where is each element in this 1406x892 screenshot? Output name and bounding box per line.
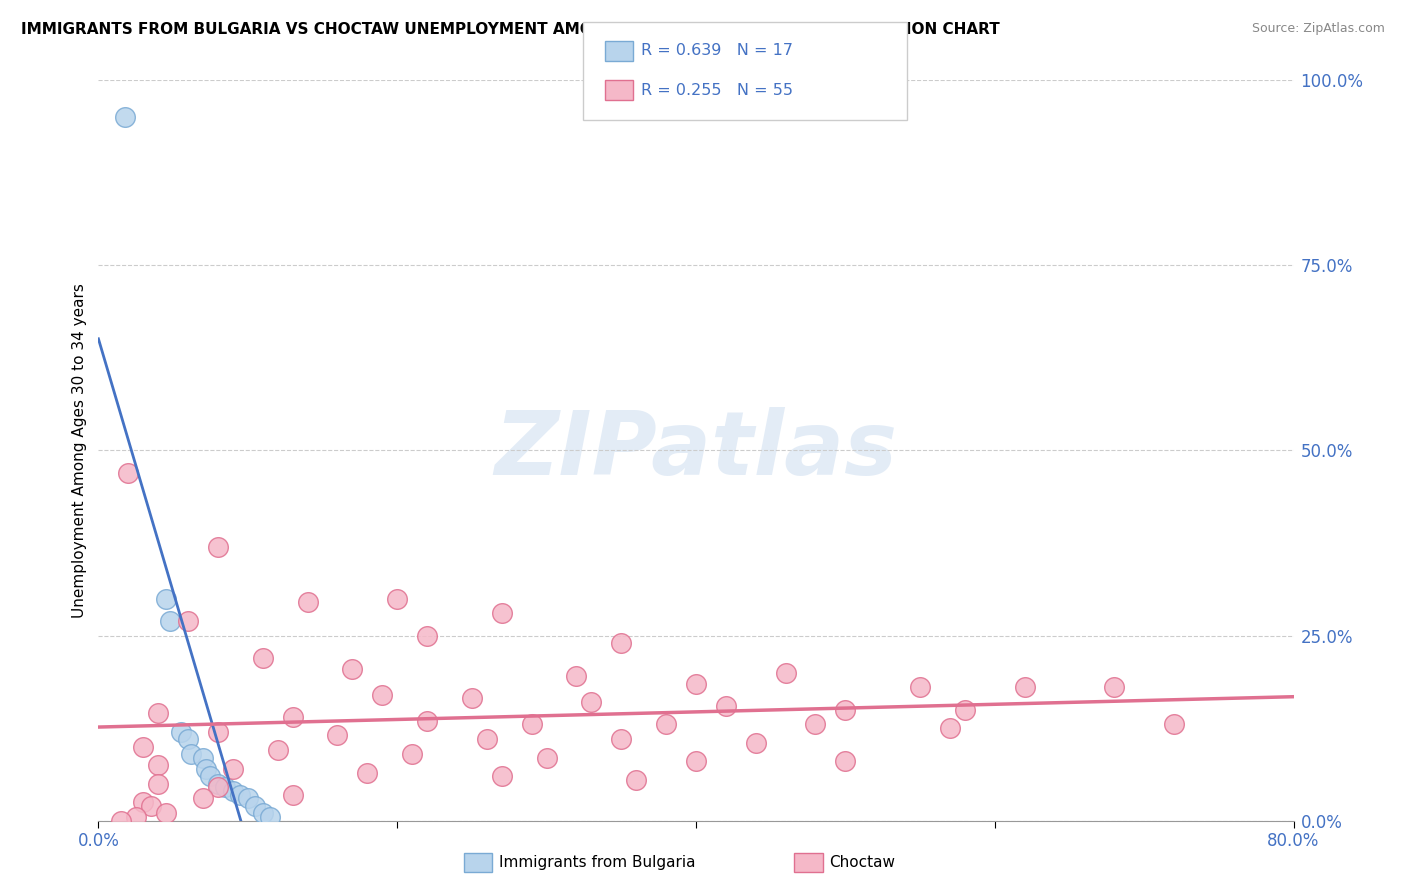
Point	[401, 747, 423, 761]
Point	[834, 755, 856, 769]
Point	[222, 762, 245, 776]
Point	[207, 540, 229, 554]
Point	[745, 736, 768, 750]
Point	[939, 721, 962, 735]
Point	[117, 466, 139, 480]
Point	[342, 662, 364, 676]
Point	[655, 717, 678, 731]
Point	[908, 681, 931, 695]
Point	[155, 591, 177, 606]
Y-axis label: Unemployment Among Ages 30 to 34 years: Unemployment Among Ages 30 to 34 years	[72, 283, 87, 618]
Point	[491, 607, 513, 621]
Point	[180, 747, 202, 761]
Point	[1163, 717, 1185, 731]
Point	[195, 762, 218, 776]
Point	[536, 750, 558, 764]
Point	[132, 739, 155, 754]
Point	[610, 636, 633, 650]
Point	[114, 111, 136, 125]
Point	[155, 806, 177, 821]
Point	[416, 628, 439, 642]
Point	[491, 769, 513, 783]
Point	[110, 814, 132, 828]
Point	[177, 732, 200, 747]
Point	[281, 788, 304, 802]
Point	[267, 743, 290, 757]
Text: R = 0.639   N = 17: R = 0.639 N = 17	[641, 44, 793, 58]
Point	[177, 614, 200, 628]
Point	[200, 769, 222, 783]
Point	[132, 795, 155, 809]
Point	[139, 798, 162, 813]
Point	[371, 688, 394, 702]
Point	[222, 784, 245, 798]
Point	[385, 591, 409, 606]
Point	[281, 710, 304, 724]
Text: Immigrants from Bulgaria: Immigrants from Bulgaria	[499, 855, 696, 870]
Point	[326, 729, 349, 743]
Point	[685, 755, 707, 769]
Point	[169, 724, 191, 739]
Point	[191, 791, 214, 805]
Point	[125, 810, 148, 824]
Point	[252, 806, 274, 821]
Point	[356, 765, 378, 780]
Point	[610, 732, 633, 747]
Point	[1104, 681, 1126, 695]
Point	[804, 717, 827, 731]
Point	[229, 788, 252, 802]
Point	[834, 703, 856, 717]
Point	[626, 772, 648, 787]
Point	[148, 758, 170, 772]
Point	[685, 676, 707, 690]
Point	[775, 665, 797, 680]
Point	[259, 810, 281, 824]
Text: ZIPatlas: ZIPatlas	[495, 407, 897, 494]
Point	[581, 695, 603, 709]
Point	[191, 750, 214, 764]
Text: Choctaw: Choctaw	[830, 855, 896, 870]
Text: Source: ZipAtlas.com: Source: ZipAtlas.com	[1251, 22, 1385, 36]
Point	[297, 595, 319, 609]
Point	[159, 614, 181, 628]
Point	[148, 776, 170, 791]
Text: IMMIGRANTS FROM BULGARIA VS CHOCTAW UNEMPLOYMENT AMONG AGES 30 TO 34 YEARS CORRE: IMMIGRANTS FROM BULGARIA VS CHOCTAW UNEM…	[21, 22, 1000, 37]
Point	[214, 780, 236, 795]
Point	[461, 691, 484, 706]
Point	[565, 669, 588, 683]
Point	[148, 706, 170, 721]
Point	[207, 776, 229, 791]
Point	[416, 714, 439, 728]
Point	[252, 650, 274, 665]
Point	[1014, 681, 1036, 695]
Point	[207, 724, 229, 739]
Point	[714, 698, 737, 713]
Text: R = 0.255   N = 55: R = 0.255 N = 55	[641, 83, 793, 97]
Point	[475, 732, 498, 747]
Point	[245, 798, 267, 813]
Point	[207, 780, 229, 795]
Point	[953, 703, 976, 717]
Point	[236, 791, 259, 805]
Point	[520, 717, 543, 731]
